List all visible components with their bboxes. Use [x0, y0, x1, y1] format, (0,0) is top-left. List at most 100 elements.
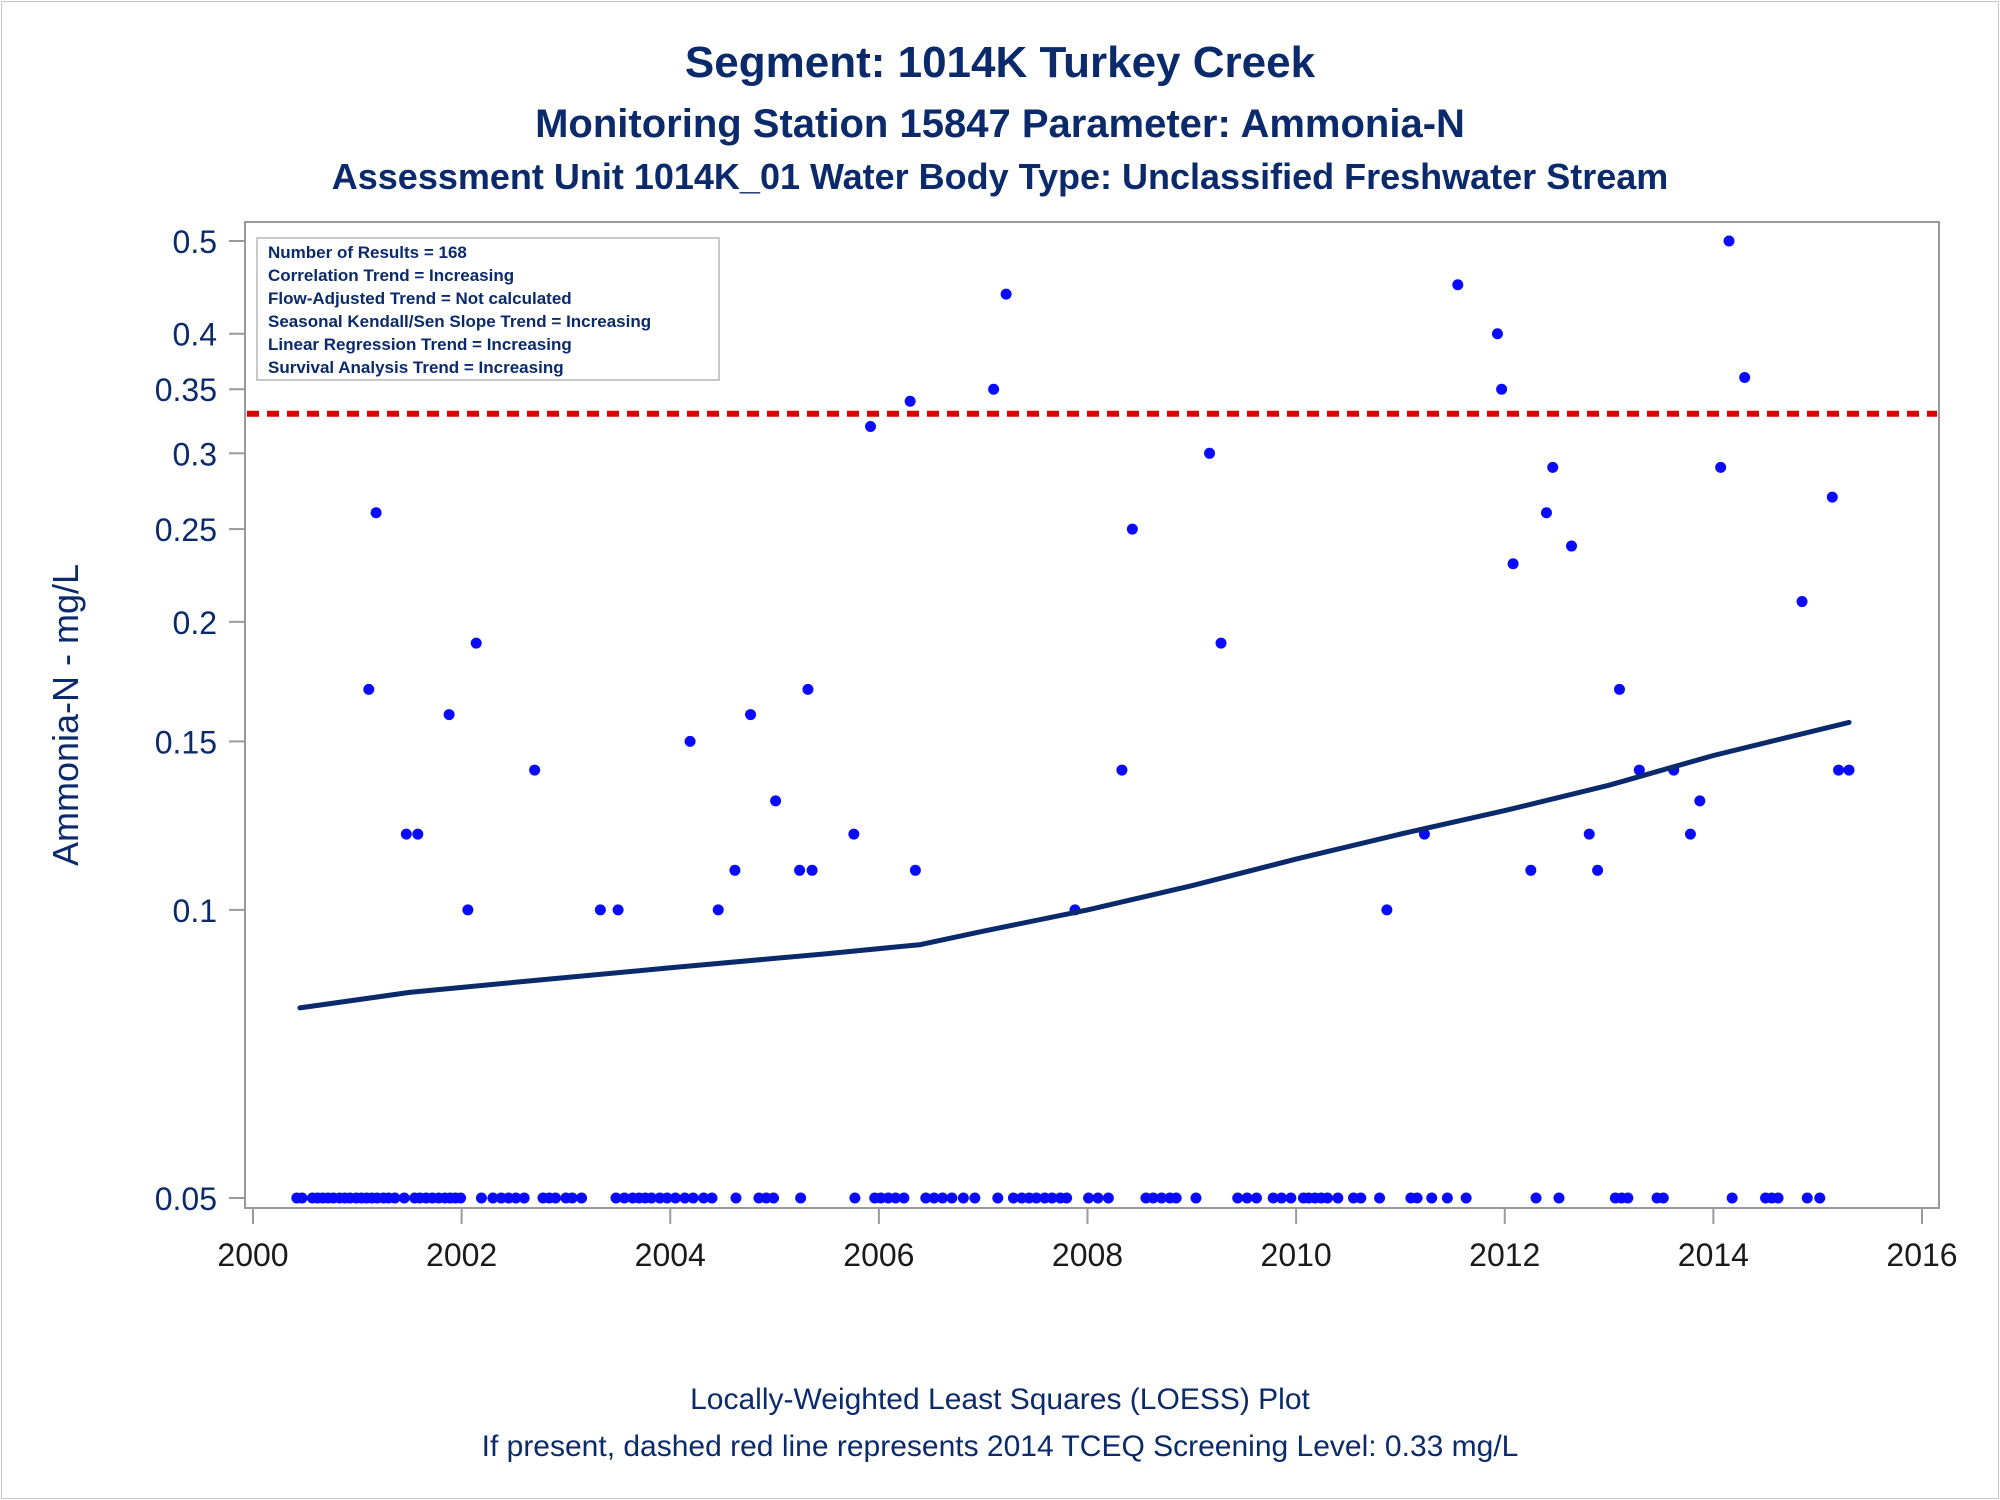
- data-point: [1633, 764, 1645, 776]
- data-point: [1525, 864, 1537, 876]
- data-point-nondetect: [1156, 1192, 1168, 1204]
- data-point: [1694, 795, 1706, 807]
- data-point: [1684, 828, 1696, 840]
- y-tick-label: 0.35: [155, 372, 217, 408]
- y-tick-label: 0.5: [173, 224, 217, 260]
- data-point-nondetect: [389, 1192, 401, 1204]
- data-point: [1826, 491, 1838, 503]
- data-point: [1843, 764, 1855, 776]
- data-point: [1491, 328, 1503, 340]
- trend-summary-line: Linear Regression Trend = Increasing: [268, 335, 572, 354]
- data-point-nondetect: [946, 1192, 958, 1204]
- data-point: [529, 764, 541, 776]
- data-point: [806, 864, 818, 876]
- data-point: [1833, 764, 1845, 776]
- data-point-nondetect: [768, 1192, 780, 1204]
- data-point-nondetect: [969, 1192, 981, 1204]
- data-point: [594, 904, 606, 916]
- trend-summary-box: Number of Results = 168 Correlation Tren…: [256, 237, 720, 381]
- data-point-nondetect: [1801, 1192, 1813, 1204]
- x-axis: 2000 2002 2004 2006 2008 2010 2012 2014 2016: [217, 1208, 1958, 1273]
- data-point-nondetect: [518, 1192, 530, 1204]
- data-point: [1715, 461, 1727, 473]
- data-point-nondetect: [510, 1192, 522, 1204]
- data-point: [1796, 596, 1808, 608]
- y-tick-label: 0.25: [155, 512, 217, 548]
- data-point-nondetect: [1332, 1192, 1344, 1204]
- data-point-nondetect: [1276, 1192, 1288, 1204]
- loess-trend-line: [297, 719, 1852, 1011]
- data-point: [1507, 558, 1519, 570]
- x-tick-label: 2002: [426, 1237, 497, 1273]
- data-point-nondetect: [890, 1192, 902, 1204]
- data-point-nondetect: [920, 1192, 932, 1204]
- data-point-nondetect: [1046, 1192, 1058, 1204]
- data-point-nondetect: [957, 1192, 969, 1204]
- data-point: [1592, 864, 1604, 876]
- footnote-screening-level: If present, dashed red line represents 2…: [481, 1430, 1519, 1463]
- data-point-nondetect: [1553, 1192, 1565, 1204]
- data-point-nondetect: [1374, 1192, 1386, 1204]
- data-point: [745, 709, 757, 721]
- y-tick-label: 0.05: [155, 1181, 217, 1217]
- y-tick-label: 0.3: [173, 436, 217, 472]
- data-point: [1204, 447, 1216, 459]
- data-point: [729, 864, 741, 876]
- data-point-nondetect: [706, 1192, 718, 1204]
- data-point-nondetect: [455, 1192, 467, 1204]
- data-point: [909, 864, 921, 876]
- data-point-nondetect: [1285, 1192, 1297, 1204]
- data-point: [1583, 828, 1595, 840]
- x-tick-label: 2014: [1678, 1237, 1749, 1273]
- data-point: [470, 637, 482, 649]
- x-tick-label: 2000: [217, 1237, 288, 1273]
- data-point-nondetect: [1147, 1192, 1159, 1204]
- data-point-nondetect: [1250, 1192, 1262, 1204]
- data-point-nondetect: [610, 1192, 622, 1204]
- y-axis-label: Ammonia-N - mg/L: [45, 564, 86, 866]
- data-point-nondetect: [1007, 1192, 1019, 1204]
- data-point: [712, 904, 724, 916]
- data-point: [988, 383, 1000, 395]
- data-point: [412, 828, 424, 840]
- data-point-nondetect: [1814, 1192, 1826, 1204]
- trend-summary-line: Survival Analysis Trend = Increasing: [268, 358, 564, 377]
- data-point-nondetect: [1441, 1192, 1453, 1204]
- chart-title: Segment: 1014K Turkey Creek: [684, 38, 1316, 87]
- data-point-nondetect: [687, 1192, 699, 1204]
- data-point-nondetect: [928, 1192, 940, 1204]
- data-point-nondetect: [730, 1192, 742, 1204]
- data-point-nondetect: [566, 1192, 578, 1204]
- data-point-nondetect: [849, 1192, 861, 1204]
- data-point: [770, 795, 782, 807]
- x-tick-label: 2004: [635, 1237, 706, 1273]
- data-points: [291, 235, 1855, 1204]
- data-point-nondetect: [576, 1192, 588, 1204]
- data-point-nondetect: [487, 1192, 499, 1204]
- data-point-nondetect: [1092, 1192, 1104, 1204]
- y-tick-label: 0.15: [155, 724, 217, 760]
- data-point-nondetect: [1061, 1192, 1073, 1204]
- y-tick-label: 0.2: [173, 605, 217, 641]
- data-point-nondetect: [1657, 1192, 1669, 1204]
- data-point-nondetect: [398, 1192, 410, 1204]
- data-point: [1613, 683, 1625, 695]
- data-point: [848, 828, 860, 840]
- data-point-nondetect: [1355, 1192, 1367, 1204]
- data-point: [684, 735, 696, 747]
- x-tick-label: 2010: [1261, 1237, 1332, 1273]
- data-point-nondetect: [898, 1192, 910, 1204]
- data-point-nondetect: [1232, 1192, 1244, 1204]
- y-tick-label: 0.4: [173, 317, 217, 353]
- y-axis: 0.05 0.1 0.15 0.2 0.25 0.3 0.35 0.4 0.5: [155, 224, 245, 1217]
- data-point-nondetect: [645, 1192, 657, 1204]
- data-point-nondetect: [1241, 1192, 1253, 1204]
- data-point: [802, 683, 814, 695]
- data-point: [1547, 461, 1559, 473]
- data-point: [1566, 540, 1578, 552]
- footnote-method: Locally-Weighted Least Squares (LOESS) P…: [690, 1383, 1310, 1416]
- data-point-nondetect: [669, 1192, 681, 1204]
- data-point: [1116, 764, 1128, 776]
- data-point: [865, 420, 877, 432]
- data-point-nondetect: [1460, 1192, 1472, 1204]
